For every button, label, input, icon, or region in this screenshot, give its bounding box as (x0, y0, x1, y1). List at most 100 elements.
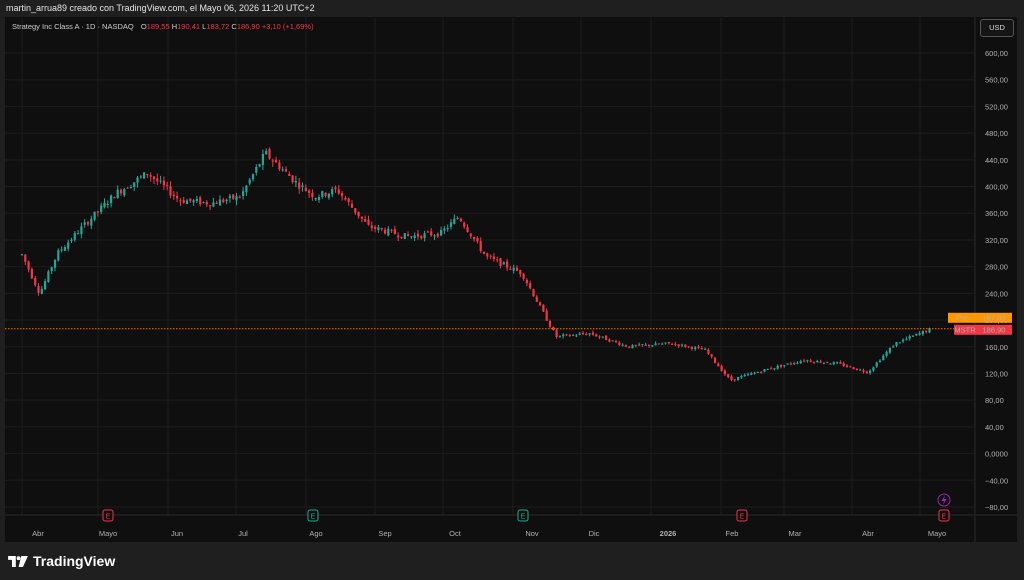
candle-body (159, 180, 162, 182)
low-value: 183,72 (206, 22, 230, 31)
candle-body (139, 176, 142, 178)
candle-body (238, 196, 241, 198)
candle-body (96, 211, 99, 213)
candle-body (654, 343, 657, 346)
dividend-lightning-icon (937, 493, 951, 507)
earnings-marker-icon: E (938, 509, 950, 522)
candle-body (341, 193, 344, 197)
candle-body (674, 343, 677, 345)
candle-body (360, 216, 363, 219)
candle-body (60, 249, 63, 251)
candle-body (591, 332, 594, 335)
candle-body (93, 211, 96, 220)
tradingview-logo-icon (8, 555, 28, 567)
candle-body (423, 233, 426, 239)
candle-body (103, 202, 106, 208)
candle-body (232, 194, 235, 199)
candle-body (539, 302, 542, 306)
candle-body (393, 229, 396, 235)
candle-body (291, 175, 294, 183)
candle-body (463, 222, 466, 227)
last-price-text: 186,90 (983, 325, 1006, 334)
candle-body (836, 362, 839, 364)
candle-body (687, 346, 690, 348)
pre-price-text: 187,00 (983, 313, 1006, 322)
candle-body (430, 231, 433, 236)
candle-body (713, 357, 717, 363)
candle-body (473, 237, 476, 240)
candle-body (852, 367, 855, 370)
y-tick-label: 160,00 (985, 343, 1008, 352)
candle-body (383, 229, 387, 234)
y-tick-label: 440,00 (985, 156, 1008, 165)
brand-logo[interactable]: TradingView (8, 553, 115, 569)
candle-body (212, 202, 215, 207)
candle-body (265, 150, 268, 155)
candle-body (436, 233, 439, 237)
candle-body (146, 173, 149, 175)
candle-body (57, 250, 60, 261)
candle-body (34, 277, 37, 286)
earnings-marker-icon: E (307, 509, 319, 522)
candle-body (733, 379, 736, 381)
candle-body (73, 232, 76, 240)
candle-body (459, 218, 462, 222)
candle-body (192, 200, 195, 203)
candle-body (558, 335, 561, 337)
candle-body (496, 259, 499, 261)
candle-body (928, 328, 931, 333)
candle-body (298, 182, 301, 189)
candle-body (888, 347, 891, 353)
candle-body (380, 227, 383, 230)
candle-body (756, 371, 759, 373)
candle-body (245, 185, 248, 193)
candle-body (215, 202, 218, 204)
candle-body (479, 240, 482, 251)
candle-body (400, 236, 403, 239)
candle-body (783, 365, 786, 367)
candle-body (106, 203, 109, 205)
candle-body (83, 222, 86, 225)
candle-body (156, 178, 159, 182)
candle-body (129, 186, 132, 189)
candle-body (44, 280, 47, 290)
candle-body (344, 197, 347, 200)
candle-body (169, 186, 172, 196)
candle-body (294, 180, 297, 183)
candle-body (661, 343, 664, 345)
candle-body (829, 363, 832, 365)
candle-body (803, 360, 806, 362)
candle-body (684, 344, 687, 347)
candle-body (608, 339, 611, 342)
candle-body (717, 363, 720, 367)
chart-frame[interactable] (5, 17, 1017, 542)
candle-body (753, 372, 756, 374)
candle-body (809, 360, 812, 362)
candle-body (595, 334, 598, 337)
currency-button[interactable]: USD (980, 19, 1014, 37)
earnings-marker-icon: E (736, 509, 748, 522)
candle-body (773, 368, 776, 370)
pre-price-tag (976, 312, 1012, 323)
earnings-marker-box (102, 509, 114, 522)
candle-body (86, 222, 90, 225)
candle-body (575, 335, 578, 337)
candle-body (152, 176, 156, 180)
candle-body (680, 344, 684, 346)
candle-body (350, 203, 354, 208)
candle-body (572, 334, 575, 336)
candle-body (37, 285, 40, 293)
candle-body (113, 196, 116, 199)
candle-body (176, 195, 179, 199)
candle-body (598, 336, 601, 338)
candle-body (413, 235, 416, 239)
candle-body (492, 256, 495, 259)
candle-body (697, 346, 700, 348)
candle-body (364, 218, 367, 222)
candle-body (331, 189, 334, 195)
ohlc-legend: Strategy Inc Class A · 1D · NASDAQ O189,… (12, 22, 314, 31)
candle-body (27, 261, 30, 270)
x-tick-label: Jun (171, 529, 183, 538)
candle-body (875, 362, 878, 367)
